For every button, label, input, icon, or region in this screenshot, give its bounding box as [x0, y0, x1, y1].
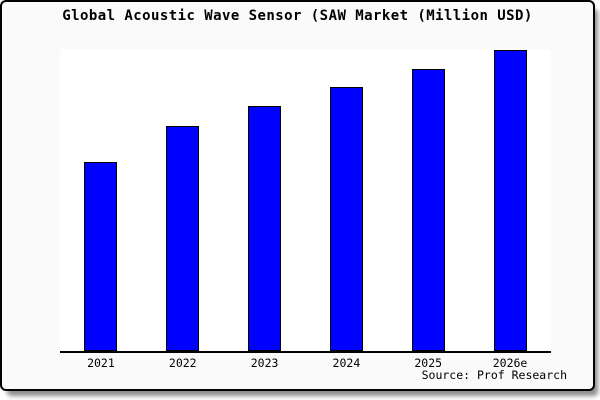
x-tick-label-2024: 2024	[332, 356, 361, 370]
bar-2021	[84, 162, 118, 351]
chart-title: Global Acoustic Wave Sensor (SAW Market …	[62, 8, 533, 24]
bar-slot	[469, 49, 551, 351]
x-tick-label-2026e: 2026e	[492, 356, 528, 370]
x-axis-tick-labels: 2021 2022 2023 2024 2025 2026e	[60, 356, 551, 370]
bar-2026e	[493, 50, 527, 351]
x-tick-label-2023: 2023	[250, 356, 279, 370]
source-note: Source: Prof Research	[421, 368, 567, 382]
bar-2024	[329, 87, 363, 351]
bar-2023	[248, 106, 282, 351]
x-tick-label-2021: 2021	[87, 356, 115, 370]
bar-slot	[142, 49, 224, 351]
bar-slot	[60, 49, 142, 351]
bar-slot	[224, 49, 306, 351]
bar-2022	[166, 126, 200, 351]
plot-area	[60, 49, 551, 353]
chart-card: Global Acoustic Wave Sensor (SAW Market …	[0, 0, 595, 391]
x-tick-label-2022: 2022	[168, 356, 197, 370]
bar-slot	[387, 49, 469, 351]
bar-slot	[305, 49, 387, 351]
bars-container	[60, 49, 551, 351]
x-tick-label-2025: 2025	[414, 356, 443, 370]
bar-2025	[411, 69, 445, 351]
